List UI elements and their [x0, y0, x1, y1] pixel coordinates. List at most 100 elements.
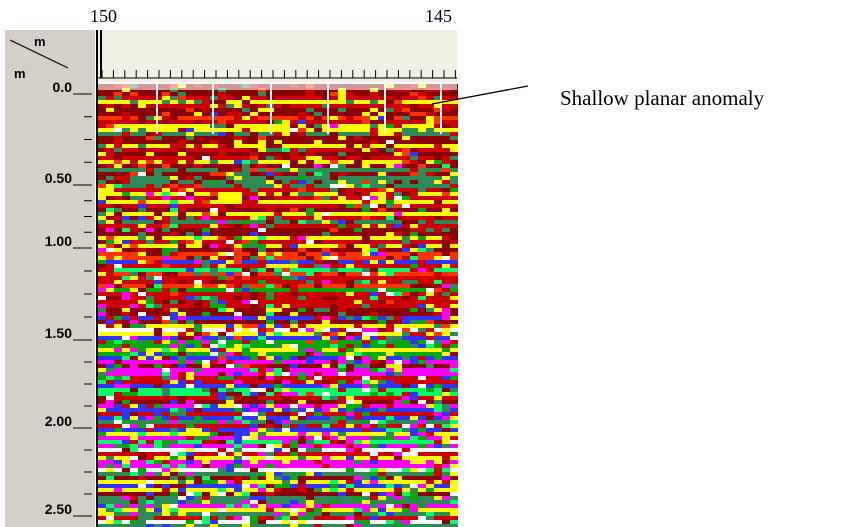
pixel — [138, 196, 146, 200]
pixel — [386, 108, 394, 112]
pixel — [410, 336, 418, 340]
pixel — [234, 284, 242, 288]
pixel — [122, 356, 130, 360]
pixel — [218, 504, 226, 508]
pixel — [410, 152, 418, 156]
pixel — [234, 420, 242, 424]
pixel — [266, 312, 274, 316]
pixel — [370, 276, 378, 280]
pixel — [370, 468, 378, 472]
pixel — [170, 228, 178, 232]
pixel — [290, 508, 298, 512]
pixel — [130, 100, 138, 104]
pixel — [138, 104, 146, 108]
pixel — [242, 116, 250, 120]
pixel — [114, 120, 122, 124]
pixel — [130, 400, 138, 404]
pixel — [226, 344, 234, 348]
pixel — [426, 464, 434, 468]
pixel — [450, 504, 458, 508]
pixel — [282, 392, 290, 396]
pixel — [226, 452, 234, 456]
pixel — [426, 444, 434, 448]
pixel — [122, 132, 130, 136]
pixel — [170, 400, 178, 404]
pixel — [250, 148, 258, 152]
pixel — [202, 224, 210, 228]
pixel — [194, 408, 202, 412]
pixel — [386, 232, 394, 236]
pixel — [218, 232, 226, 236]
pixel — [106, 352, 114, 356]
pixel — [242, 496, 250, 500]
pixel — [210, 504, 218, 508]
pixel — [282, 272, 290, 276]
pixel — [314, 132, 322, 136]
pixel — [362, 196, 370, 200]
pixel — [98, 260, 106, 264]
pixel — [386, 516, 394, 520]
pixel — [170, 212, 178, 216]
pixel — [378, 336, 386, 340]
pixel — [354, 160, 362, 164]
pixel — [434, 164, 442, 168]
pixel — [378, 280, 386, 284]
pixel — [170, 296, 178, 300]
pixel — [410, 188, 418, 192]
pixel — [266, 252, 274, 256]
pixel — [170, 288, 178, 292]
pixel — [194, 264, 202, 268]
pixel — [298, 448, 306, 452]
pixel — [266, 248, 274, 252]
pixel — [170, 148, 178, 152]
pixel — [362, 132, 370, 136]
pixel — [162, 280, 170, 284]
pixel — [98, 380, 106, 384]
pixel — [330, 192, 338, 196]
pixel — [386, 520, 394, 524]
pixel — [218, 220, 226, 224]
pixel — [306, 484, 314, 488]
pixel — [298, 328, 306, 332]
pixel — [434, 508, 442, 512]
pixel — [314, 188, 322, 192]
pixel — [210, 484, 218, 488]
pixel — [186, 192, 194, 196]
pixel — [250, 476, 258, 480]
pixel — [234, 248, 242, 252]
pixel — [386, 200, 394, 204]
pixel — [426, 244, 434, 248]
pixel — [258, 332, 266, 336]
pixel — [258, 264, 266, 268]
pixel — [138, 176, 146, 180]
pixel — [194, 192, 202, 196]
pixel — [242, 196, 250, 200]
pixel — [266, 500, 274, 504]
pixel — [106, 144, 114, 148]
pixel — [306, 360, 314, 364]
pixel — [394, 396, 402, 400]
pixel — [378, 372, 386, 376]
pixel — [98, 500, 106, 504]
pixel — [386, 404, 394, 408]
pixel — [130, 116, 138, 120]
pixel — [266, 412, 274, 416]
pixel — [162, 208, 170, 212]
pixel — [114, 452, 122, 456]
pixel — [426, 200, 434, 204]
pixel — [266, 516, 274, 520]
pixel — [202, 496, 210, 500]
pixel — [410, 412, 418, 416]
pixel — [426, 476, 434, 480]
pixel — [106, 476, 114, 480]
pixel — [226, 340, 234, 344]
pixel — [346, 176, 354, 180]
pixel — [274, 428, 282, 432]
pixel — [362, 188, 370, 192]
pixel — [106, 440, 114, 444]
pixel — [146, 436, 154, 440]
pixel — [402, 224, 410, 228]
pixel — [314, 228, 322, 232]
pixel — [402, 448, 410, 452]
pixel — [106, 248, 114, 252]
